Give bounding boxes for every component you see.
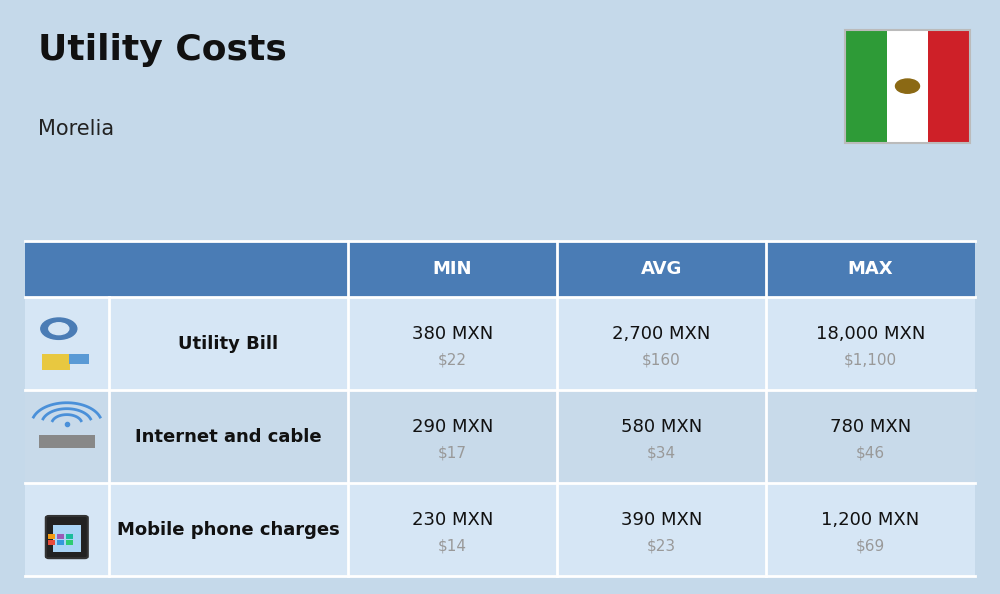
Text: 2,700 MXN: 2,700 MXN [612, 326, 711, 343]
Bar [66, 535, 73, 539]
Text: $1,100: $1,100 [844, 353, 897, 368]
Text: $160: $160 [642, 353, 681, 368]
Text: 230 MXN: 230 MXN [412, 511, 493, 529]
Bar [887, 30, 928, 143]
Bar [25, 297, 975, 390]
Bar [48, 535, 55, 539]
Text: 18,000 MXN: 18,000 MXN [816, 326, 925, 343]
Text: 580 MXN: 580 MXN [621, 418, 702, 436]
Text: 390 MXN: 390 MXN [621, 511, 702, 529]
Text: $69: $69 [856, 539, 885, 554]
Bar [53, 525, 81, 552]
Bar [57, 535, 64, 539]
Text: $46: $46 [856, 446, 885, 461]
Text: 290 MXN: 290 MXN [412, 418, 493, 436]
Circle shape [41, 318, 77, 339]
Bar [25, 241, 975, 297]
Text: MAX: MAX [848, 260, 893, 278]
Bar [69, 353, 89, 364]
Text: Morelia: Morelia [38, 119, 114, 139]
Text: Utility Bill: Utility Bill [178, 334, 278, 352]
Bar [845, 30, 970, 143]
Circle shape [49, 323, 69, 334]
Bar [57, 541, 64, 545]
Text: 780 MXN: 780 MXN [830, 418, 911, 436]
Bar [845, 30, 887, 143]
Text: 1,200 MXN: 1,200 MXN [821, 511, 920, 529]
Bar [39, 435, 95, 448]
Text: Mobile phone charges: Mobile phone charges [117, 521, 340, 539]
Text: MIN: MIN [433, 260, 472, 278]
Bar [42, 353, 70, 370]
Bar [48, 541, 55, 545]
Text: $23: $23 [647, 539, 676, 554]
Text: $14: $14 [438, 539, 467, 554]
Bar [66, 541, 73, 545]
Text: 380 MXN: 380 MXN [412, 326, 493, 343]
Bar [25, 483, 975, 576]
Bar [928, 30, 970, 143]
Bar [25, 390, 975, 483]
Text: AVG: AVG [641, 260, 682, 278]
Text: $17: $17 [438, 446, 467, 461]
Text: Internet and cable: Internet and cable [135, 428, 322, 446]
Text: Utility Costs: Utility Costs [38, 33, 287, 67]
Text: $22: $22 [438, 353, 467, 368]
FancyBboxPatch shape [46, 516, 88, 558]
Circle shape [896, 79, 920, 93]
Text: $34: $34 [647, 446, 676, 461]
